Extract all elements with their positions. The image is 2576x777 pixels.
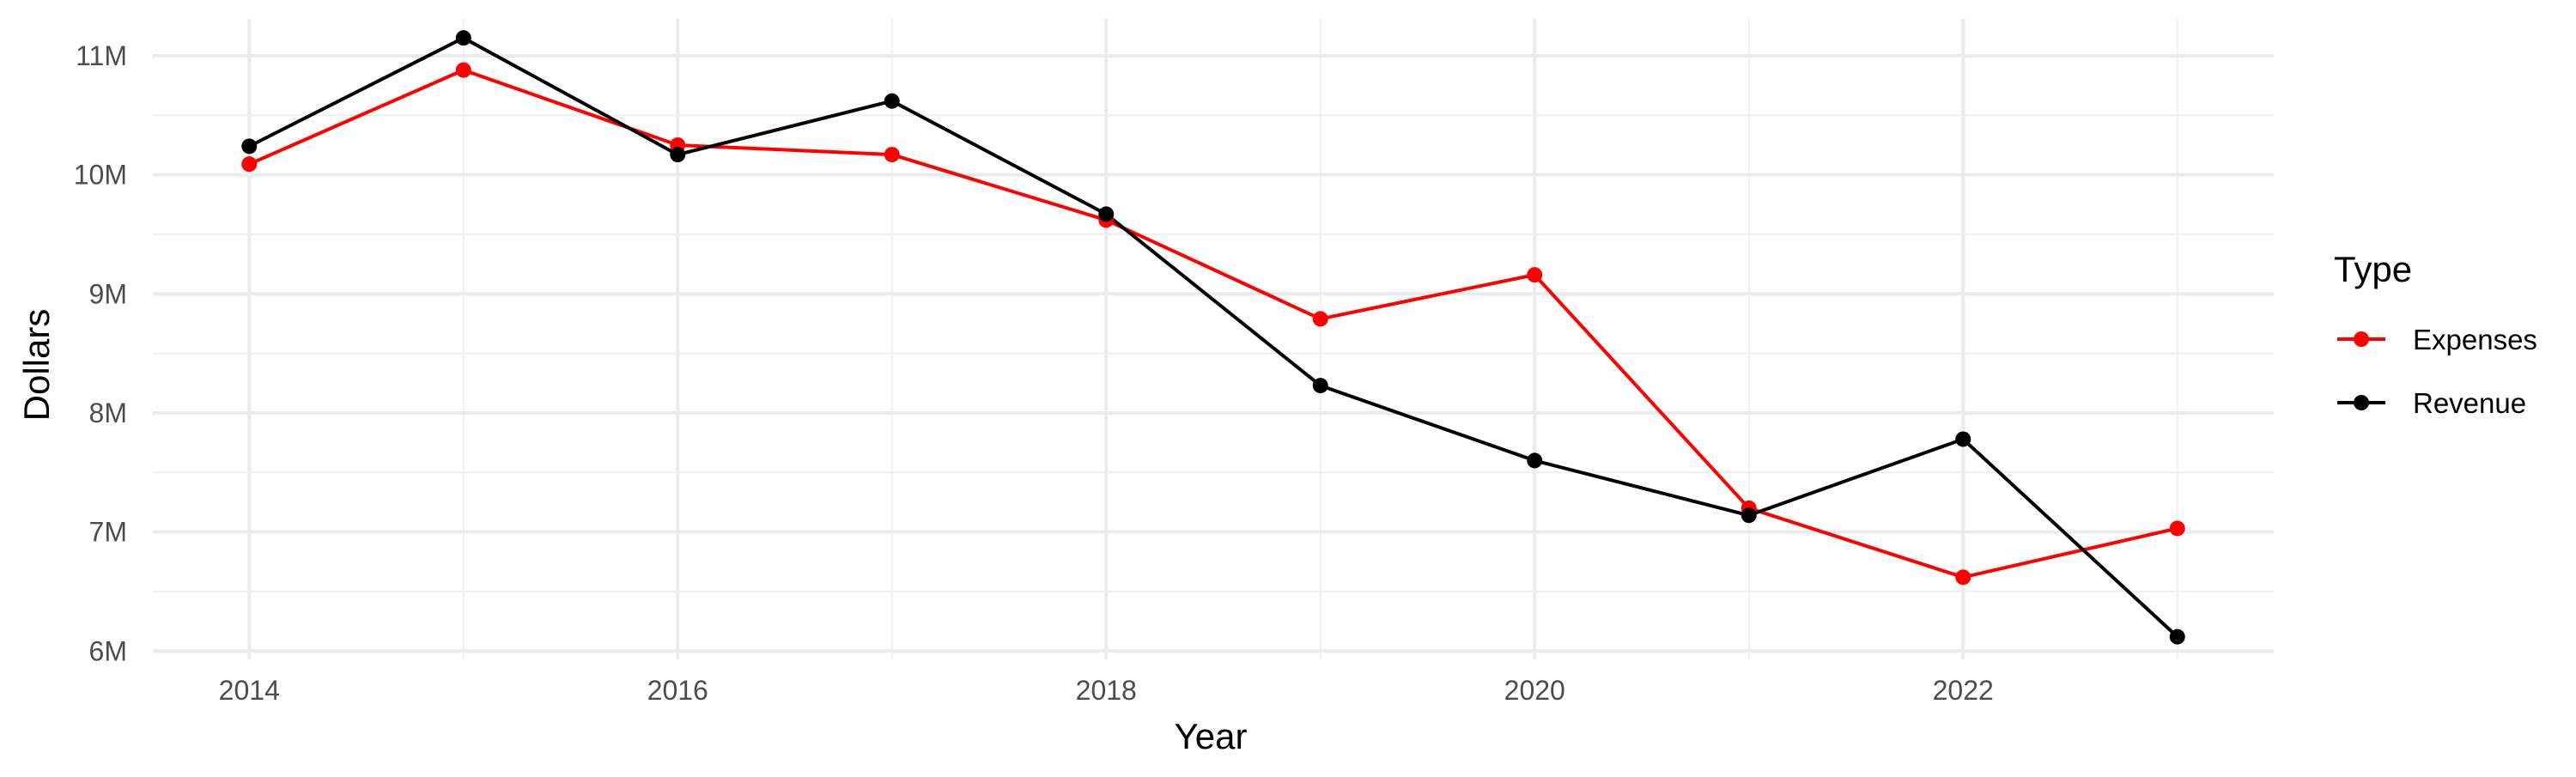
revenue-point [884,93,900,109]
revenue-point [1527,452,1543,469]
legend: Type Expenses Revenue [2334,249,2537,419]
x-tick-label: 2014 [219,675,280,706]
expenses-point [455,62,471,78]
legend-title: Type [2334,249,2412,289]
y-tick-label: 10M [74,160,127,191]
y-tick-label: 7M [89,517,127,548]
expenses-point [1955,569,1971,586]
y-axis-title: Dollars [16,309,57,422]
revenue-point [670,147,686,163]
revenue-point [1312,378,1328,394]
legend-expenses-label: Expenses [2413,324,2537,355]
revenue-point [1098,206,1115,222]
grid-lines [153,19,2274,659]
expenses-line [248,68,2178,580]
revenue-point [1955,431,1971,447]
expenses-point [1312,311,1328,327]
revenue-line [248,36,2179,639]
tick-labels: 2014 2016 2018 2020 2022 6M 7M 8M 9M 10M 11M [74,40,1994,706]
legend-expenses-point [2354,331,2369,347]
revenue-point [241,138,258,155]
legend-revenue-point [2354,395,2369,410]
x-tick-label: 2016 [647,675,708,706]
data-points [241,30,2185,645]
revenue-point [455,30,471,46]
y-tick-label: 11M [76,40,127,71]
series-lines [248,36,2179,639]
expenses-point [241,156,258,173]
legend-revenue-label: Revenue [2413,387,2526,419]
x-tick-label: 2018 [1076,675,1137,706]
x-axis-title: Year [1175,716,1248,756]
y-tick-label: 9M [89,278,127,309]
x-tick-label: 2022 [1933,675,1994,706]
y-tick-label: 8M [89,398,127,428]
x-tick-label: 2020 [1504,675,1565,706]
y-tick-label: 6M [89,635,127,666]
expenses-point [884,147,900,163]
revenue-point [2169,628,2185,645]
expenses-point [1527,267,1543,283]
revenue-point [1741,507,1757,524]
expenses-point [2169,520,2185,537]
